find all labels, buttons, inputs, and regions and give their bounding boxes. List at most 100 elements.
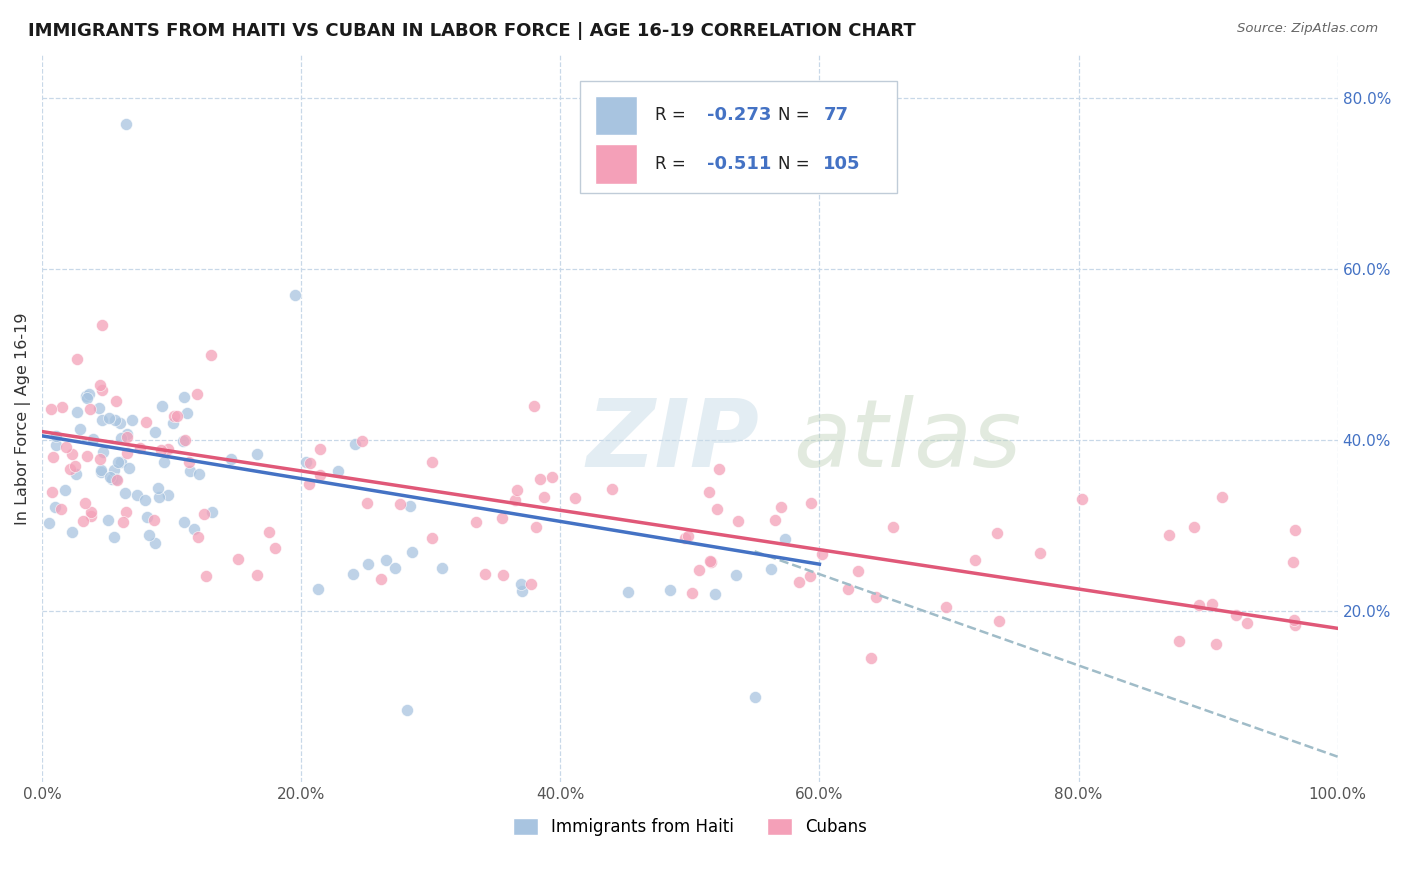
Point [707, 462, 730, 476]
Point [326, 464, 349, 478]
Point [688, 563, 710, 577]
Point [38, 516, 60, 530]
Text: 77: 77 [824, 106, 848, 125]
Point [76, 391, 98, 405]
Point [89, 451, 111, 466]
Point [298, 456, 321, 470]
Point [295, 455, 318, 469]
Point [727, 515, 749, 529]
Point [163, 409, 186, 423]
Point [298, 476, 321, 491]
Point [114, 505, 136, 519]
Text: -0.273: -0.273 [707, 106, 770, 125]
Point [55, 440, 77, 454]
Point [564, 491, 586, 505]
Point [39, 401, 62, 416]
Point [681, 586, 703, 600]
Point [1282, 613, 1305, 627]
Point [865, 591, 887, 605]
Point [66, 351, 89, 366]
Y-axis label: In Labor Force | Age 16-19: In Labor Force | Age 16-19 [15, 312, 31, 525]
Point [97, 513, 120, 527]
Point [90, 462, 112, 476]
Point [103, 530, 125, 544]
Point [150, 399, 173, 413]
Point [1205, 637, 1227, 651]
Point [246, 447, 269, 461]
Point [699, 554, 721, 568]
Point [105, 472, 128, 486]
Point [59, 462, 82, 476]
Point [773, 532, 796, 546]
Point [98, 470, 121, 484]
Point [125, 488, 148, 502]
Point [226, 552, 249, 566]
Point [45, 438, 67, 452]
Point [342, 566, 364, 581]
FancyBboxPatch shape [595, 95, 637, 136]
Point [1236, 615, 1258, 630]
Point [600, 482, 623, 496]
Text: Source: ZipAtlas.com: Source: ZipAtlas.com [1237, 22, 1378, 36]
Point [105, 473, 128, 487]
Text: atlas: atlas [793, 395, 1022, 486]
Point [541, 469, 564, 483]
Point [79, 401, 101, 416]
Point [77, 387, 100, 401]
Point [1188, 598, 1211, 612]
Point [200, 348, 222, 362]
Point [89, 377, 111, 392]
Point [352, 434, 374, 448]
Point [1211, 490, 1233, 504]
Point [860, 651, 883, 665]
Point [935, 599, 957, 614]
Point [375, 552, 398, 566]
Point [193, 508, 215, 522]
Point [45, 428, 67, 442]
Point [725, 567, 748, 582]
Point [104, 394, 127, 409]
Point [706, 502, 728, 516]
Point [188, 467, 211, 481]
Point [309, 467, 332, 482]
Text: N =: N = [778, 106, 815, 125]
Point [44, 500, 66, 514]
Text: ZIP: ZIP [586, 394, 759, 486]
Point [80, 508, 103, 523]
Point [143, 425, 166, 440]
Point [770, 500, 793, 515]
Point [491, 511, 513, 525]
Point [201, 505, 224, 519]
Point [143, 535, 166, 549]
Point [800, 496, 823, 510]
Point [60, 525, 83, 540]
Point [111, 515, 134, 529]
Point [157, 442, 180, 457]
Point [986, 525, 1008, 540]
Point [846, 564, 869, 578]
Point [166, 409, 188, 424]
Point [82, 432, 104, 446]
Point [129, 442, 152, 456]
Point [104, 413, 127, 427]
Point [763, 513, 786, 527]
Point [704, 586, 727, 600]
Point [356, 496, 378, 510]
Point [65, 458, 87, 473]
Point [42, 450, 65, 464]
Point [176, 406, 198, 420]
Point [51, 502, 73, 516]
Point [520, 577, 543, 591]
Point [309, 442, 332, 457]
Point [524, 520, 547, 534]
Point [149, 442, 172, 457]
Point [307, 582, 329, 596]
Point [138, 527, 160, 541]
Text: IMMIGRANTS FROM HAITI VS CUBAN IN LABOR FORCE | AGE 16-19 CORRELATION CHART: IMMIGRANTS FROM HAITI VS CUBAN IN LABOR … [28, 22, 915, 40]
Point [108, 417, 131, 431]
Point [246, 568, 269, 582]
Point [66, 405, 89, 419]
Point [156, 488, 179, 502]
Point [110, 455, 132, 469]
Point [162, 416, 184, 430]
